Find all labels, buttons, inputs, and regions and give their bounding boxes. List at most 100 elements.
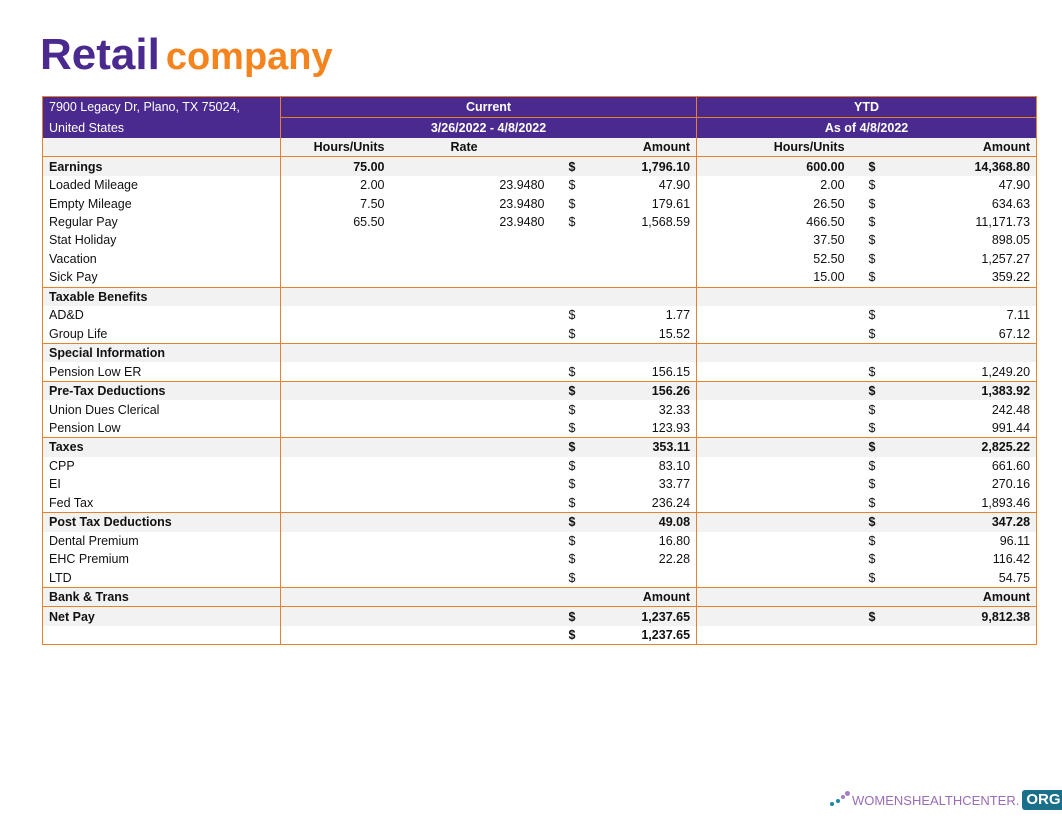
currency-symbol: $: [568, 215, 576, 230]
current-amount: 179.61: [651, 196, 691, 211]
row-label: Vacation: [49, 251, 97, 266]
ytd-hours: [696, 606, 851, 626]
current-amount: 1,237.65: [580, 606, 697, 626]
currency-symbol: $: [550, 156, 581, 176]
ytd-amount: 1,383.92: [880, 380, 1037, 401]
ytd-hours: [696, 512, 851, 532]
blank-header: [42, 138, 281, 157]
company-title: Retail company: [40, 30, 333, 80]
hours-cell: 75.00: [280, 156, 391, 176]
ytd-hours: [696, 380, 851, 401]
row-label: Dental Premium: [49, 533, 139, 548]
hours-cell: [280, 380, 391, 401]
hours-cell: [280, 400, 391, 419]
ytd-amount: 9,812.38: [880, 606, 1037, 626]
row-label: LTD: [49, 570, 72, 585]
currency-symbol: $: [868, 458, 876, 473]
currency-symbol: [850, 286, 881, 307]
hours-cell: [280, 249, 391, 269]
row-label: EI: [49, 477, 61, 492]
currency-symbol: $: [550, 512, 581, 532]
currency-symbol: $: [568, 458, 576, 473]
ytd-hours: 600.00: [696, 156, 851, 176]
ytd-hours: [696, 549, 851, 569]
table-row: Loaded Mileage 2.00 23.9480 $47.90 2.00 $47.9…: [43, 175, 1037, 195]
currency-symbol: $: [868, 251, 876, 266]
currency-symbol: [850, 342, 881, 363]
current-amount: 47.90: [658, 178, 691, 193]
hours-cell: [280, 475, 391, 494]
hours-cell: [280, 324, 391, 344]
currency-symbol: $: [868, 570, 876, 585]
hours-cell: [280, 512, 391, 532]
hours-cell: [280, 231, 391, 250]
ytd-period: As of 4/8/2022: [696, 117, 1037, 138]
ytd-amount: 2,825.22: [880, 437, 1037, 457]
currency-symbol: $: [868, 270, 876, 285]
section-row: Net Pay $1,237.65 $9,812.38: [42, 606, 1037, 626]
currency-symbol: [551, 231, 581, 249]
hours-cell: 2.00: [280, 175, 391, 195]
currency-symbol: $: [850, 156, 881, 176]
table-row: Union Dues Clerical $32.33 $242.48: [43, 400, 1037, 419]
ytd-hours: 37.50: [696, 231, 851, 250]
rate-cell: [391, 325, 551, 344]
ytd-hours: [696, 531, 851, 550]
currency-symbol: $: [850, 380, 881, 401]
hours-cell: [280, 437, 391, 457]
row-label: Post Tax Deductions: [42, 512, 281, 532]
row-label: CPP: [49, 458, 75, 473]
hours-cell: [280, 362, 391, 382]
rate-cell: [391, 362, 551, 381]
rate-cell: [391, 231, 551, 249]
row-label: Taxes: [42, 437, 281, 457]
currency-symbol: $: [868, 421, 876, 436]
table-row: Pension Low ER $156.15 $1,249.20: [43, 362, 1037, 382]
ytd-amount: [881, 626, 1037, 645]
ytd-hours: [696, 475, 851, 494]
current-amount: [581, 268, 697, 287]
ytd-amount: 347.28: [880, 512, 1037, 532]
current-amount: 236.24: [651, 495, 691, 510]
rate-cell: [390, 606, 551, 626]
currency-symbol: $: [568, 308, 576, 323]
currency-symbol: $: [568, 402, 576, 417]
hours-cell: [280, 606, 391, 626]
ytd-amount: 7.11: [1006, 308, 1031, 323]
currency-symbol: $: [868, 233, 876, 248]
blank-header: [550, 138, 581, 157]
currency-symbol: $: [550, 437, 581, 457]
current-amount: 1,237.65: [641, 628, 691, 642]
ytd-hours: 52.50: [696, 249, 851, 269]
col-ytd-amount: Amount: [880, 138, 1037, 157]
current-amount: 1,568.59: [641, 215, 691, 230]
currency-symbol: $: [868, 552, 876, 567]
rate-cell: [390, 512, 551, 532]
ytd-amount: 634.63: [991, 196, 1031, 211]
row-label: Net Pay: [42, 606, 281, 626]
company-name-part2: company: [165, 36, 333, 78]
table-row: Fed Tax $236.24 $1,893.46: [43, 493, 1037, 513]
current-amount: 83.10: [658, 458, 691, 473]
current-amount: Amount: [580, 586, 697, 607]
row-label: Regular Pay: [49, 215, 118, 230]
hours-cell: [280, 286, 391, 307]
section-row: Earnings 75.00 $1,796.10 600.00 $14,368.80: [42, 156, 1037, 176]
rate-cell: [391, 550, 551, 568]
current-amount: 16.80: [658, 533, 691, 548]
rate-cell: [391, 568, 551, 587]
ytd-hours: [696, 437, 851, 457]
row-label: Earnings: [42, 156, 281, 176]
row-label: Loaded Mileage: [49, 178, 138, 193]
currency-symbol: [550, 342, 581, 363]
current-header: Current: [279, 96, 697, 118]
currency-symbol: $: [850, 606, 881, 626]
current-amount: 1.77: [665, 308, 691, 323]
row-label: Fed Tax: [49, 495, 94, 510]
currency-symbol: $: [868, 533, 876, 548]
blank-header: [850, 138, 881, 157]
section-row: Bank & Trans Amount Amount: [42, 586, 1037, 607]
ytd-hours: [696, 362, 851, 382]
rate-cell: [391, 457, 551, 475]
section-row: Taxable Benefits: [42, 286, 1037, 307]
